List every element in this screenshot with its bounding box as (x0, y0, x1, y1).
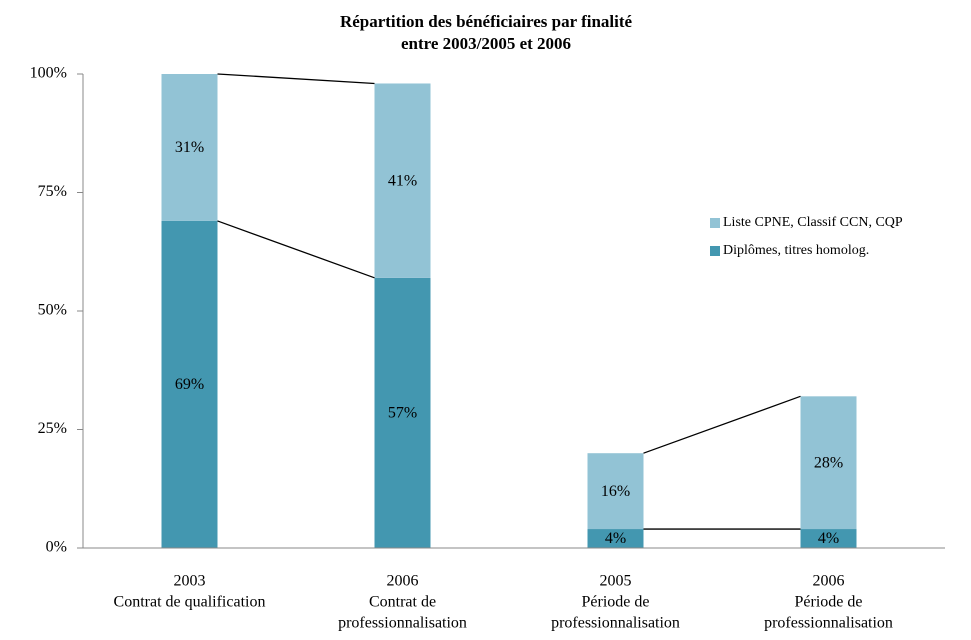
bar-segment (800, 396, 857, 530)
bar-segment (374, 277, 431, 548)
x-tick-label: 2006 (813, 573, 845, 590)
x-tick-label: 2003 (174, 573, 206, 590)
legend-label: Liste CPNE, Classif CCN, CQP (723, 215, 903, 230)
bar-segment (587, 453, 644, 530)
y-tick-label: 0% (46, 539, 67, 556)
x-tick-label: Contrat de qualification (114, 594, 266, 611)
x-tick-label: Contrat de (369, 594, 436, 611)
x-tick-label: professionnalisation (551, 615, 680, 632)
data-label: 31% (175, 139, 204, 156)
bar-segment (587, 529, 644, 548)
data-label: 69% (175, 376, 204, 393)
chart-title: Répartition des bénéficiaires par finali… (340, 12, 633, 31)
y-tick-label: 75% (38, 183, 67, 200)
data-label: 16% (601, 483, 630, 500)
y-tick-label: 50% (38, 302, 67, 319)
bar-segment (161, 220, 218, 548)
series-line (217, 73, 375, 85)
data-label: 4% (605, 530, 626, 547)
legend-swatch (710, 246, 720, 256)
data-label: 4% (818, 530, 839, 547)
x-tick-label: professionnalisation (764, 615, 893, 632)
data-label: 57% (388, 405, 417, 422)
x-tick-label: 2005 (600, 573, 632, 590)
x-tick-label: 2006 (387, 573, 419, 590)
legend-swatch (710, 218, 720, 228)
x-tick-label: Période de (582, 594, 650, 611)
chart-title: entre 2003/2005 et 2006 (401, 34, 571, 53)
series-line (217, 220, 375, 279)
legend-label: Diplômes, titres homolog. (723, 243, 869, 258)
y-tick-label: 100% (30, 65, 67, 82)
bar-segment (374, 83, 431, 278)
series-line (643, 395, 801, 454)
x-tick-label: Période de (795, 594, 863, 611)
bar-segment (161, 74, 218, 221)
data-label: 41% (388, 172, 417, 189)
y-tick-label: 25% (38, 420, 67, 437)
data-label: 28% (814, 454, 843, 471)
bar-segment (800, 529, 857, 548)
x-tick-label: professionnalisation (338, 615, 467, 632)
